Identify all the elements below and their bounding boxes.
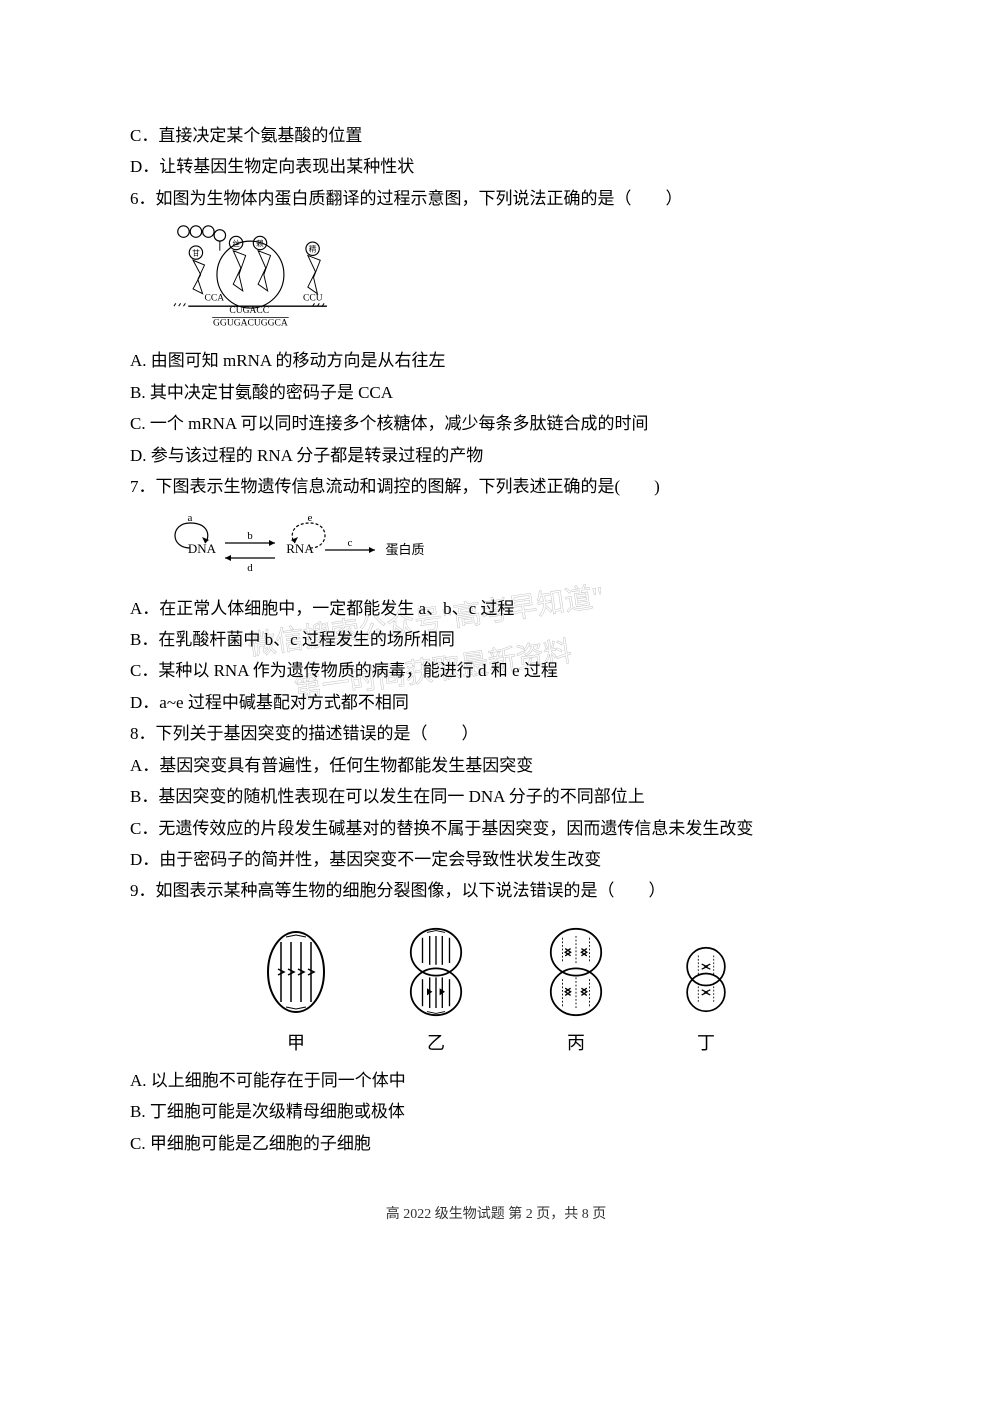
cell-yi-label: 乙: [427, 1029, 445, 1055]
q6-opt-a: A. 由图可知 mRNA 的移动方向是从右往左: [130, 345, 862, 376]
q7-opt-d: D．a~e 过程中碱基配对方式都不相同: [130, 687, 862, 718]
q7-opt-b: B．在乳酸杆菌中 b、c 过程发生的场所相同: [130, 624, 862, 655]
arrow-c: c: [348, 537, 353, 549]
q8-opt-b: B．基因突变的随机性表现在可以发生在同一 DNA 分子的不同部位上: [130, 781, 862, 812]
q7-stem: 7．下图表示生物遗传信息流动和调控的图解，下列表述正确的是( ): [130, 471, 862, 502]
trna3-label: CCU: [303, 293, 323, 304]
page-footer: 高 2022 级生物试题 第 2 页，共 8 页: [0, 1203, 992, 1223]
q9-stem: 9．如图表示某种高等生物的细胞分裂图像，以下说法错误的是（ ）: [130, 875, 862, 906]
translation-diagram-svg: 甘 丝 赖 精 CCA CUGACC CCU GGUGACUGG: [160, 222, 360, 332]
q9-cell-diagrams: 甲 乙: [130, 927, 862, 1055]
q7-opt-a: A．在正常人体细胞中，一定都能发生 a、b、c 过程: [130, 593, 862, 624]
q8-opt-d: D．由于密码子的简并性，基因突变不一定会导致性状发生改变: [130, 844, 862, 875]
q9-opt-b: B. 丁细胞可能是次级精母细胞或极体: [130, 1096, 862, 1127]
cell-ding-svg: [676, 942, 736, 1017]
cell-yi-svg: [396, 927, 476, 1017]
q6-opt-d: D. 参与该过程的 RNA 分子都是转录过程的产物: [130, 440, 862, 471]
exam-page: C．直接决定某个氨基酸的位置 D．让转基因生物定向表现出某种性状 6．如图为生物…: [0, 0, 992, 1403]
q5-opt-d: D．让转基因生物定向表现出某种性状: [130, 151, 862, 182]
cell-ding-label: 丁: [697, 1029, 715, 1055]
q6-diagram: 甘 丝 赖 精 CCA CUGACC CCU GGUGACUGG: [160, 222, 862, 337]
arrow-b: b: [247, 530, 253, 542]
trna1-label: CCA: [205, 293, 225, 304]
q8-stem: 8．下列关于基因突变的描述错误的是（ ）: [130, 718, 862, 749]
cell-bing-svg: [536, 927, 616, 1017]
arrow-e: e: [308, 513, 313, 524]
q6-opt-c: C. 一个 mRNA 可以同时连接多个核糖体，减少每条多肽链合成的时间: [130, 408, 862, 439]
cell-jia: 甲: [256, 927, 336, 1055]
central-dogma-svg: a DNA b d e RNA c 蛋白质: [160, 513, 440, 583]
q7-opt-c: C．某种以 RNA 作为遗传物质的病毒，能进行 d 和 e 过程: [130, 655, 862, 686]
rna-label: RNA: [286, 541, 314, 556]
q6-stem: 6．如图为生物体内蛋白质翻译的过程示意图，下列说法正确的是（ ）: [130, 183, 862, 214]
q9-opt-c: C. 甲细胞可能是乙细胞的子细胞: [130, 1128, 862, 1159]
cell-jia-svg: [256, 927, 336, 1017]
q7-diagram: a DNA b d e RNA c 蛋白质: [160, 513, 440, 583]
protein-label: 蛋白质: [385, 542, 424, 557]
q6-opt-b: B. 其中决定甘氨酸的密码子是 CCA: [130, 377, 862, 408]
cell-bing-label: 丙: [567, 1029, 585, 1055]
arrow-d: d: [247, 562, 253, 574]
cell-ding: 丁: [676, 942, 736, 1055]
aa-gly: 甘: [192, 248, 200, 258]
aa-arg: 精: [309, 244, 317, 254]
cell-bing: 丙: [536, 927, 616, 1055]
mrna-seq: GGUGACUGGCA: [213, 318, 288, 329]
dna-label: DNA: [188, 541, 217, 556]
cell-jia-label: 甲: [287, 1029, 305, 1055]
q8-opt-c: C．无遗传效应的片段发生碱基对的替换不属于基因突变，因而遗传信息未发生改变: [130, 813, 862, 844]
q9-opt-a: A. 以上细胞不可能存在于同一个体中: [130, 1065, 862, 1096]
q8-opt-a: A．基因突变具有普遍性，任何生物都能发生基因突变: [130, 750, 862, 781]
q5-opt-c: C．直接决定某个氨基酸的位置: [130, 120, 862, 151]
cell-yi: 乙: [396, 927, 476, 1055]
arrow-a: a: [188, 513, 193, 524]
